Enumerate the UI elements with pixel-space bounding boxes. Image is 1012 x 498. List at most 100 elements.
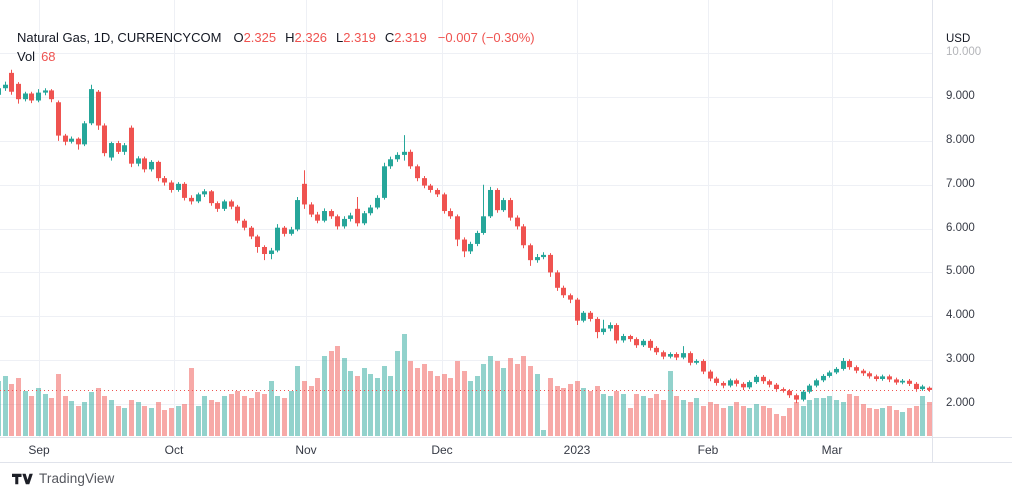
candle-body <box>82 123 87 145</box>
price-axis-label: 2.000 <box>946 397 975 409</box>
volume-bar <box>362 368 367 436</box>
volume-bar <box>63 396 68 436</box>
price-pane[interactable]: Natural Gas, 1D, CURRENCYCOM O2.325 H2.326… <box>0 0 932 437</box>
candle-body <box>674 354 679 358</box>
candle-body <box>196 194 201 202</box>
candle-body <box>867 373 872 377</box>
volume-bar <box>249 398 254 436</box>
volume-bar <box>169 408 174 436</box>
tradingview-brand[interactable]: TradingView <box>39 471 115 486</box>
volume-bar <box>9 384 14 436</box>
volume-bar <box>767 408 772 436</box>
candle-body <box>787 390 792 396</box>
candle-body <box>654 347 659 353</box>
candle-body <box>595 318 600 333</box>
volume-bar <box>734 402 739 436</box>
candle-body <box>628 336 633 340</box>
volume-bar <box>694 398 699 436</box>
candle-body <box>781 389 786 391</box>
price-axis[interactable]: USD 10.000 9.000 8.000 7.000 6.000 5.000 4.000… <box>932 0 1012 462</box>
candle-body <box>189 197 194 202</box>
volume-bar <box>628 408 633 436</box>
candle-body <box>501 200 506 211</box>
candle-body <box>23 93 28 100</box>
volume-bar <box>867 408 872 436</box>
candle-body <box>887 376 892 380</box>
candle-body <box>422 178 427 186</box>
candle-body <box>608 325 613 329</box>
volume-bar <box>641 396 646 436</box>
candle-body <box>588 312 593 319</box>
volume-bar <box>302 381 307 436</box>
time-axis[interactable]: Sep Oct Nov Dec 2023 Feb Mar <box>0 437 1012 463</box>
candle-body <box>455 216 460 240</box>
volume-bar <box>262 394 267 436</box>
volume-bar <box>442 374 447 436</box>
volume-bar <box>315 378 320 436</box>
volume-bar <box>282 398 287 436</box>
candle-body <box>162 178 167 183</box>
volume-bar <box>801 406 806 436</box>
candle-body <box>262 246 267 255</box>
volume-bar <box>196 406 201 436</box>
volume-bar <box>688 402 693 436</box>
volume-bar <box>176 406 181 436</box>
candle-body <box>235 206 240 221</box>
volume-bar <box>747 408 752 436</box>
candle-body <box>515 217 520 227</box>
volume-bar <box>541 430 546 436</box>
symbol-title[interactable]: Natural Gas, 1D, CURRENCYCOM <box>17 30 222 45</box>
candle-body <box>488 189 493 217</box>
volume-bar <box>43 394 48 436</box>
volume-bar <box>322 356 327 436</box>
candle-body <box>561 287 566 296</box>
candle-body <box>362 213 367 224</box>
low-label: L <box>336 30 344 45</box>
volume-bar <box>841 402 846 436</box>
candle-body <box>255 236 260 247</box>
candle-body <box>754 376 759 383</box>
candle-body <box>102 125 107 154</box>
candle-body <box>69 138 74 142</box>
candle-body <box>468 243 473 252</box>
volume-bar <box>408 361 413 436</box>
candle-body <box>109 143 114 158</box>
candlestick-chart[interactable] <box>0 0 932 437</box>
tradingview-logo-icon[interactable] <box>12 472 33 486</box>
volume-bar <box>149 408 154 436</box>
volume-bar <box>880 408 885 436</box>
legend-row-volume: Vol 68 <box>17 48 535 66</box>
candle-body <box>415 166 420 179</box>
candle-body <box>894 379 899 383</box>
chart-legend: Natural Gas, 1D, CURRENCYCOM O2.325 H2.326… <box>17 29 535 66</box>
volume-bar <box>375 378 380 436</box>
volume-bar <box>501 368 506 436</box>
volume-bar <box>854 396 859 436</box>
candle-body <box>614 325 619 341</box>
candle-body <box>920 386 925 390</box>
volume-bar <box>275 396 280 436</box>
candle-body <box>329 211 334 217</box>
candle-body <box>861 370 866 374</box>
candle-body <box>402 151 407 155</box>
volume-bar <box>887 406 892 436</box>
price-axis-label: 6.000 <box>946 221 975 234</box>
candle-body <box>555 272 560 288</box>
candle-body <box>388 159 393 167</box>
candle-body <box>521 226 526 246</box>
volume-bar <box>36 388 41 436</box>
candle-body <box>63 135 68 142</box>
candle-body <box>728 380 733 386</box>
volume-bar <box>109 400 114 436</box>
volume-bar <box>681 400 686 436</box>
candle-body <box>641 340 646 346</box>
time-axis-label: Oct <box>164 443 184 457</box>
candle-body <box>116 143 121 152</box>
volume-bar <box>761 406 766 436</box>
volume-bar <box>588 391 593 436</box>
volume-bar <box>156 402 161 436</box>
candle-body <box>442 194 447 212</box>
volume-bar <box>242 396 247 436</box>
currency-label: USD <box>946 33 971 45</box>
volume-bar <box>674 396 679 436</box>
